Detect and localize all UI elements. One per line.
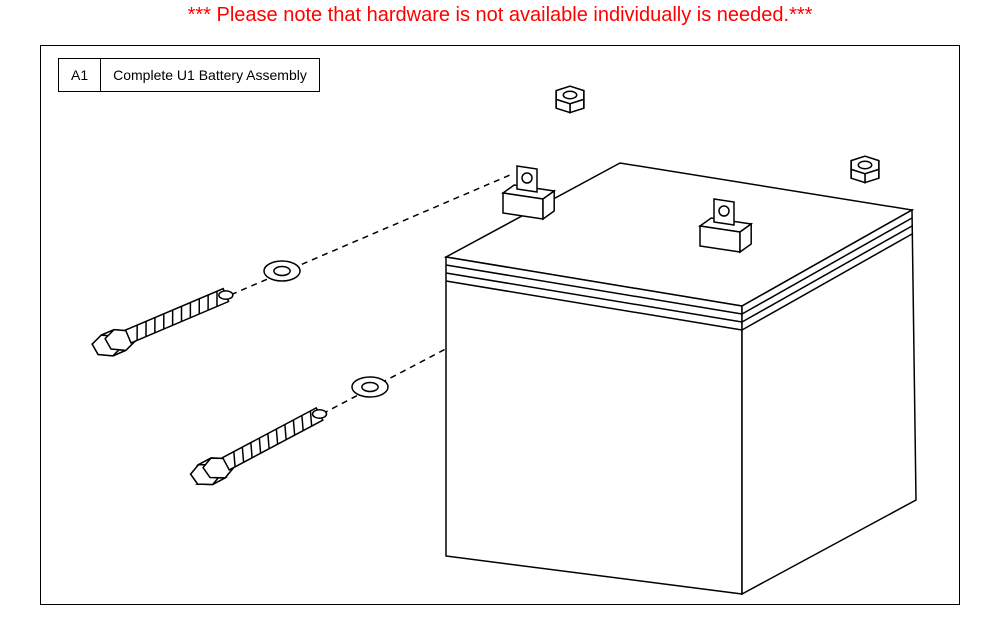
assembly-drawing	[0, 0, 1000, 633]
page-root: *** Please note that hardware is not ava…	[0, 0, 1000, 633]
